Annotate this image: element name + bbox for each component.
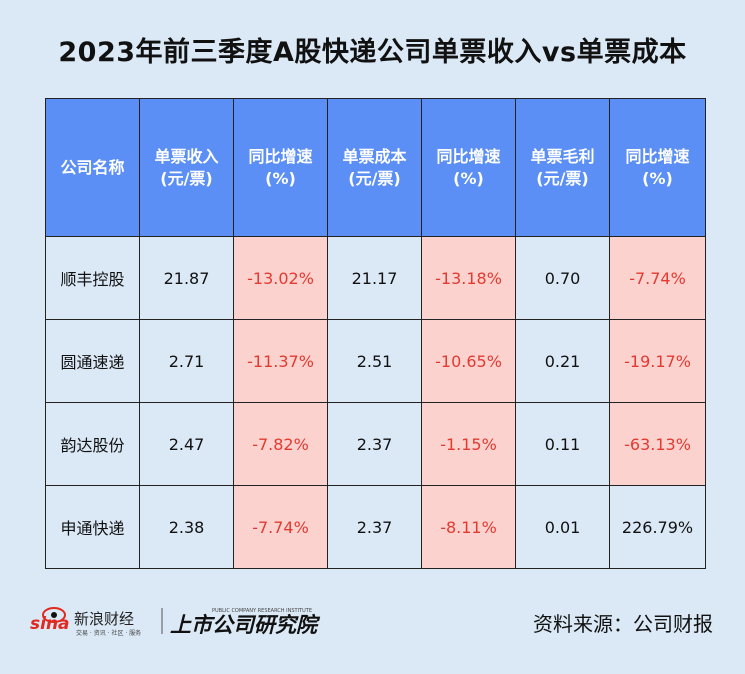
value-cell: -7.82% [233, 402, 328, 486]
value-cell: -11.37% [233, 319, 328, 403]
value-cell: 0.11 [515, 402, 610, 486]
value-cell: 226.79% [609, 485, 706, 569]
sina-sub: 交易 · 资讯 · 社区 · 服务 [76, 629, 141, 637]
sina-name: 新浪财经 [74, 610, 134, 628]
value-cell: 0.21 [515, 319, 610, 403]
column-header: 同比增速 (%) [421, 98, 516, 237]
source-note: 资料来源：公司财报 [533, 612, 713, 636]
value-cell: -13.02% [233, 236, 328, 320]
value-cell: 2.51 [327, 319, 422, 403]
column-header-line: 单票收入 [154, 146, 219, 166]
column-header: 单票收入 (元/票) [139, 98, 234, 237]
table-row: 韵达股份 2.47 -7.82% 2.37 -1.15% 0.11 -63.13% [45, 402, 706, 486]
value-cell: -7.74% [233, 485, 328, 569]
column-header-line: (%) [642, 168, 673, 188]
value-cell: -13.18% [421, 236, 516, 320]
institute-name: 上市公司研究院 [170, 612, 321, 637]
column-header: 单票成本 (元/票) [327, 98, 422, 237]
column-header-line: (%) [453, 168, 484, 188]
value-cell: -7.74% [609, 236, 706, 320]
column-header-line: (%) [265, 168, 296, 188]
value-cell: 0.01 [515, 485, 610, 569]
value-cell: 0.70 [515, 236, 610, 320]
value-cell: -1.15% [421, 402, 516, 486]
value-cell: 21.17 [327, 236, 422, 320]
column-header: 公司名称 [45, 98, 140, 237]
value-cell: -63.13% [609, 402, 706, 486]
table-row: 圆通速递 2.71 -11.37% 2.51 -10.65% 0.21 -19.17% [45, 319, 706, 403]
column-header-line: 公司名称 [60, 157, 125, 177]
value-cell: 21.87 [139, 236, 234, 320]
value-cell: -10.65% [421, 319, 516, 403]
table-row: 申通快递 2.38 -7.74% 2.37 -8.11% 0.01 226.79% [45, 485, 706, 569]
value-cell: 2.47 [139, 402, 234, 486]
data-table: 公司名称 单票收入 (元/票) 同比增速 (%) 单票成本 (元/票) 同比增速 (%) 单票毛利… [45, 98, 706, 569]
column-header-line: 单票成本 [342, 146, 407, 166]
table-body: 顺丰控股 21.87 -13.02% 21.17 -13.18% 0.70 -7.74% 圆通… [45, 236, 706, 569]
chart-title: 2023年前三季度A股快递公司单票收入vs单票成本 [58, 37, 687, 68]
column-header-line: 单票毛利 [530, 146, 595, 166]
column-header-line: 同比增速 [436, 146, 501, 166]
table-row: 顺丰控股 21.87 -13.02% 21.17 -13.18% 0.70 -7.74% [45, 236, 706, 320]
institute-sub: PUBLIC COMPANY RESEARCH INSTITUTE [212, 608, 312, 614]
header-row: 公司名称 单票收入 (元/票) 同比增速 (%) 单票成本 (元/票) 同比增速 (%) 单票毛利… [45, 98, 706, 237]
column-header-line: (元/票) [160, 168, 213, 188]
column-header: 同比增速 (%) [609, 98, 706, 237]
column-header-line: (元/票) [348, 168, 401, 188]
value-cell: -8.11% [421, 485, 516, 569]
value-cell: -19.17% [609, 319, 706, 403]
sina-wordmark: sina [30, 614, 70, 634]
company-cell: 韵达股份 [45, 402, 140, 486]
column-header-line: 同比增速 [248, 146, 313, 166]
value-cell: 2.71 [139, 319, 234, 403]
column-header: 单票毛利 (元/票) [515, 98, 610, 237]
company-cell: 顺丰控股 [45, 236, 140, 320]
company-cell: 圆通速递 [45, 319, 140, 403]
value-cell: 2.37 [327, 402, 422, 486]
footer-logos: sina 新浪财经 交易 · 资讯 · 社区 · 服务 上市公司研究院 PUBL… [30, 602, 340, 638]
value-cell: 2.37 [327, 485, 422, 569]
company-cell: 申通快递 [45, 485, 140, 569]
logo-svg: sina 新浪财经 交易 · 资讯 · 社区 · 服务 上市公司研究院 PUBL… [30, 607, 321, 637]
value-cell: 2.38 [139, 485, 234, 569]
column-header-line: (元/票) [536, 168, 589, 188]
column-header-line: 同比增速 [625, 146, 690, 166]
sina-eye-icon [42, 607, 66, 623]
column-header: 同比增速 (%) [233, 98, 328, 237]
